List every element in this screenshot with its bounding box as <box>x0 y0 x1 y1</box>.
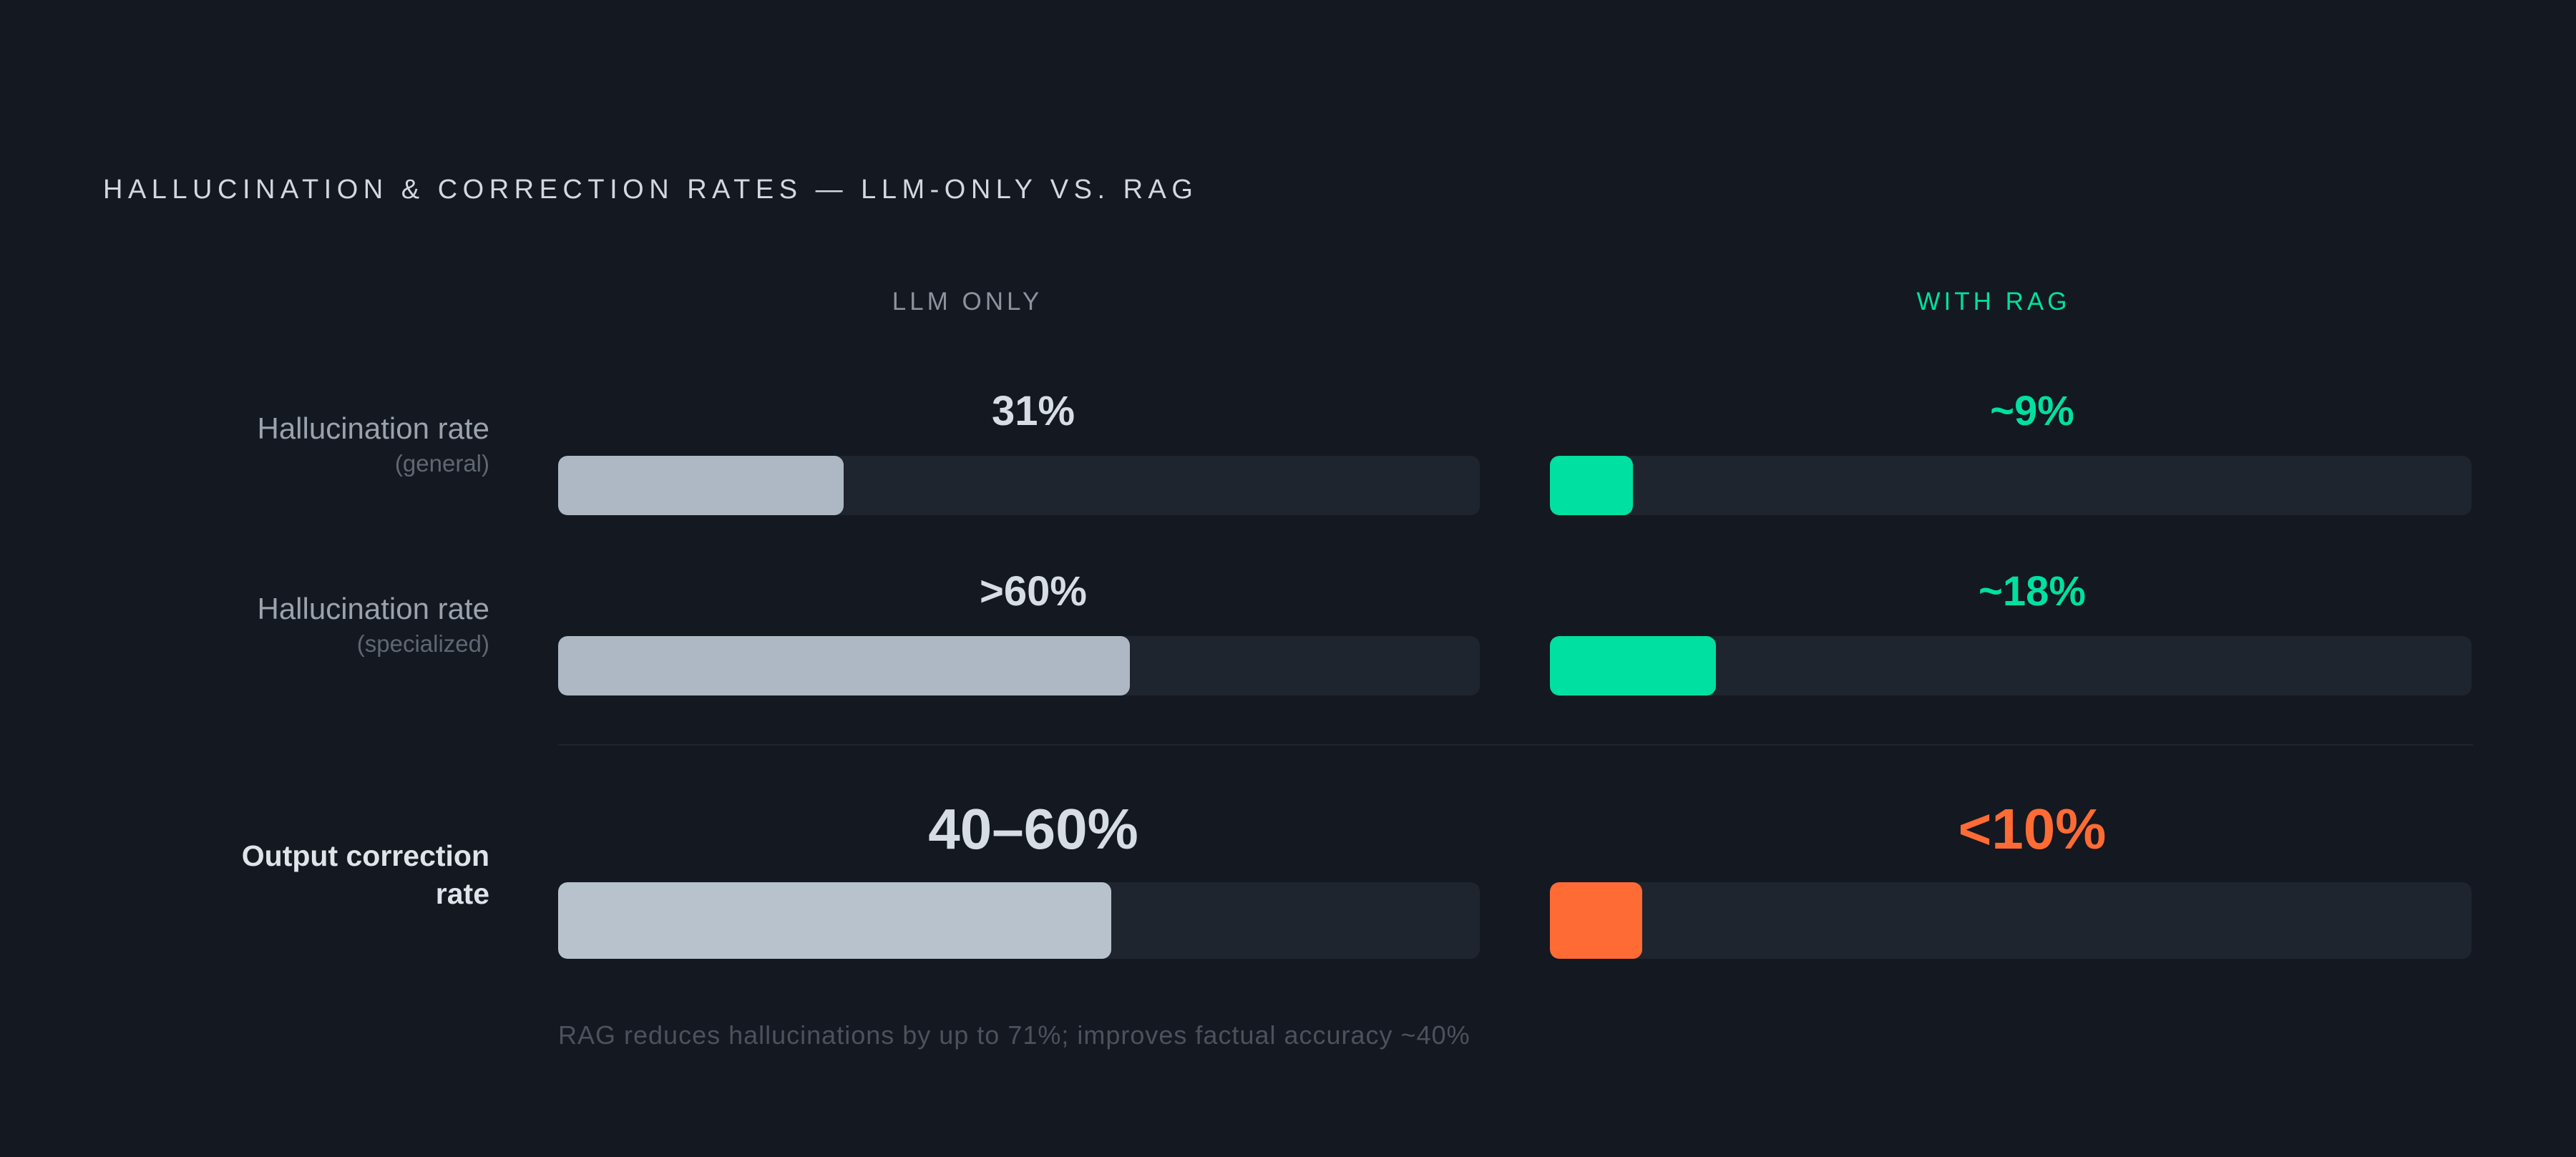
bar-with-rag <box>1550 882 1642 959</box>
value-label-rag: <10% <box>1958 797 2107 861</box>
bar-track-rag <box>1550 456 2472 515</box>
row-label-sub: (specialized) <box>356 630 489 657</box>
value-label-rag: ~18% <box>1979 568 2086 615</box>
bar-llm-only <box>558 636 1130 695</box>
bar-with-rag <box>1550 636 1716 695</box>
row-label-main: Output correction rate <box>241 839 489 910</box>
bar-track-rag <box>1550 882 2472 959</box>
bar-with-rag <box>1550 456 1633 515</box>
row-label: Output correction rate <box>189 837 489 913</box>
row-label-sub: (general) <box>394 450 489 477</box>
row-label-main: Hallucination rate <box>257 592 489 625</box>
chart-title: HALLUCINATION & CORRECTION RATES — LLM-O… <box>103 175 1199 205</box>
section-divider <box>558 744 2473 746</box>
bar-llm-only <box>558 456 844 515</box>
value-label-llm: >60% <box>980 568 1087 615</box>
column-header-llm-only: LLM ONLY <box>892 288 1043 316</box>
bar-llm-only <box>558 882 1111 959</box>
row-label: Hallucination rate (general) <box>257 410 489 480</box>
value-label-llm: 40–60% <box>928 797 1138 861</box>
column-header-with-rag: WITH RAG <box>1916 288 2071 316</box>
row-label-main: Hallucination rate <box>257 411 489 445</box>
footnote: RAG reduces hallucinations by up to 71%;… <box>558 1020 1470 1050</box>
bar-track-llm <box>558 456 1480 515</box>
value-label-rag: ~9% <box>1990 388 2074 434</box>
value-label-llm: 31% <box>991 388 1075 434</box>
bar-track-llm <box>558 882 1480 959</box>
row-label: Hallucination rate (specialized) <box>257 590 489 660</box>
bar-track-rag <box>1550 636 2472 695</box>
bar-track-llm <box>558 636 1480 695</box>
